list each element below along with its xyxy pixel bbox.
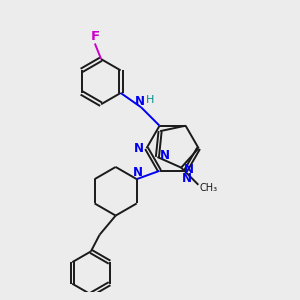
- Text: CH₃: CH₃: [199, 183, 217, 193]
- Text: F: F: [90, 30, 99, 43]
- Text: N: N: [134, 94, 144, 107]
- Text: N: N: [133, 166, 143, 179]
- Text: N: N: [184, 163, 194, 176]
- Text: N: N: [134, 142, 144, 155]
- Text: N: N: [182, 172, 192, 185]
- Text: H: H: [146, 95, 154, 105]
- Text: N: N: [160, 149, 170, 162]
